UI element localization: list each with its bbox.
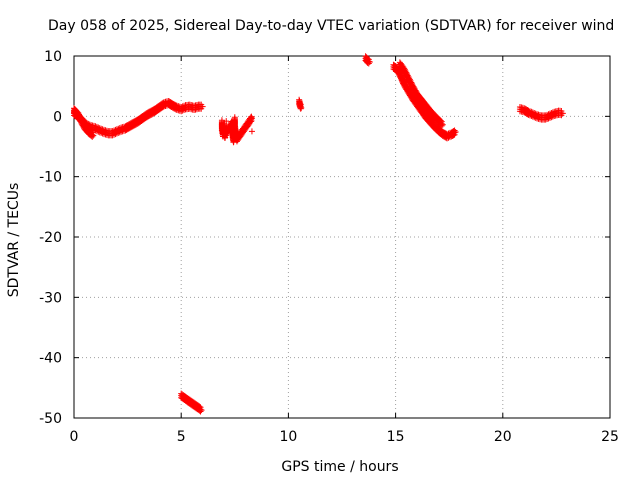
- data-point: [179, 107, 186, 114]
- data-point: [548, 114, 555, 121]
- data-point: [446, 134, 453, 141]
- data-point: [223, 118, 230, 125]
- data-point: [112, 131, 119, 138]
- data-point: [109, 132, 116, 139]
- data-point: [197, 408, 204, 415]
- data-point: [90, 132, 97, 139]
- data-point: [116, 129, 123, 136]
- data-point: [451, 131, 458, 138]
- data-point: [247, 118, 254, 125]
- y-tick-label: -10: [39, 170, 62, 186]
- data-point: [450, 132, 457, 139]
- data-points: [71, 53, 566, 415]
- y-tick-label: 0: [53, 109, 62, 125]
- data-point: [298, 104, 305, 111]
- y-axis-label: SDTVAR / TECUs: [6, 183, 22, 298]
- y-tick-label: -40: [39, 351, 62, 367]
- data-point: [198, 407, 205, 414]
- data-point: [438, 122, 445, 129]
- data-point: [545, 115, 552, 122]
- data-point: [544, 116, 551, 123]
- y-tick-label: -20: [39, 230, 62, 246]
- y-tick-label: -30: [39, 290, 62, 306]
- x-tick-label: 25: [601, 429, 619, 445]
- x-axis-label: GPS time / hours: [281, 459, 398, 475]
- data-point: [115, 129, 122, 136]
- data-point: [439, 121, 446, 128]
- data-point: [199, 103, 206, 110]
- data-point: [111, 131, 118, 138]
- data-point: [546, 114, 553, 121]
- data-point: [248, 117, 255, 124]
- data-point: [559, 110, 566, 117]
- data-point: [444, 135, 451, 142]
- axis-ticks: 0 5 10 15 20 25 10 0 -10 -20 -30 -40 -50: [39, 49, 619, 445]
- x-tick-label: 10: [279, 429, 297, 445]
- data-point: [445, 134, 452, 141]
- data-point: [89, 133, 96, 140]
- data-point: [366, 59, 373, 66]
- y-tick-label: 10: [44, 49, 62, 65]
- x-tick-label: 20: [494, 429, 512, 445]
- data-point: [248, 115, 255, 122]
- y-tick-label: -50: [39, 411, 62, 427]
- data-point: [452, 129, 459, 136]
- data-point: [248, 128, 255, 135]
- data-point: [178, 108, 185, 115]
- data-point: [181, 106, 188, 113]
- data-point: [159, 104, 166, 111]
- data-point: [297, 105, 304, 112]
- grid: [74, 56, 610, 418]
- x-tick-label: 15: [387, 429, 405, 445]
- x-tick-label: 0: [70, 429, 79, 445]
- chart-title: Day 058 of 2025, Sidereal Day-to-day VTE…: [48, 18, 615, 34]
- data-point: [113, 130, 120, 137]
- x-tick-label: 5: [177, 429, 186, 445]
- data-point: [542, 116, 549, 123]
- data-point: [549, 113, 556, 120]
